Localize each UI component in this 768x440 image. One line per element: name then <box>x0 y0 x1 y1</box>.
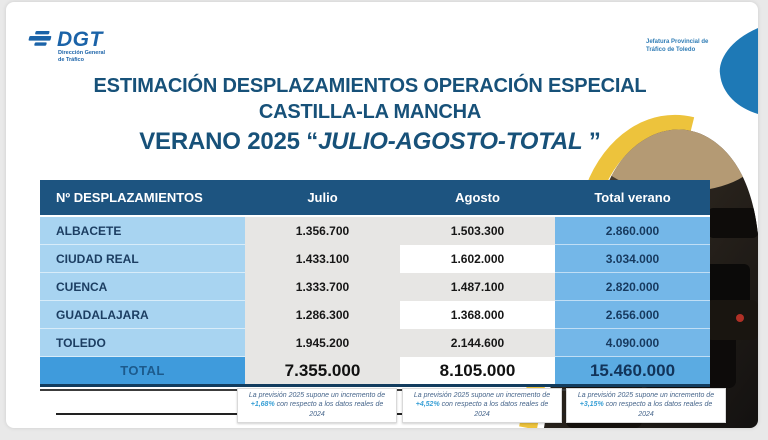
total-row-total: 15.460.000 <box>555 357 710 384</box>
footnote-total-verano: La previsión 2025 supone un incremento d… <box>566 388 726 424</box>
col-header-desplazamientos: Nº DESPLAZAMIENTOS <box>40 180 245 217</box>
title-line-3: VERANO 2025 “JULIO-AGOSTO-TOTAL ” <box>139 128 601 156</box>
row-albacete-total: 2.860.000 <box>555 217 710 245</box>
row-albacete-julio: 1.356.700 <box>245 217 400 245</box>
row-ciudad-real-total: 3.034.000 <box>555 245 710 273</box>
footnote-julio: La previsión 2025 supone un incremento d… <box>237 388 397 424</box>
row-albacete-agosto: 1.503.300 <box>400 217 555 245</box>
row-guadalajara-julio: 1.286.300 <box>245 301 400 329</box>
row-ciudad-real-julio: 1.433.100 <box>245 245 400 273</box>
slide-title: ESTIMACIÓN DESPLAZAMIENTOS OPERACIÓN ESP… <box>60 74 680 157</box>
title-line-2: CASTILLA-LA MANCHA <box>258 100 482 123</box>
row-cuenca-total: 2.820.000 <box>555 273 710 301</box>
total-row-agosto: 8.105.000 <box>400 357 555 384</box>
row-guadalajara-total: 2.656.000 <box>555 301 710 329</box>
title-line-1: ESTIMACIÓN DESPLAZAMIENTOS OPERACIÓN ESP… <box>93 75 647 97</box>
row-ciudad-real-agosto: 1.602.000 <box>400 245 555 273</box>
total-row-julio: 7.355.000 <box>245 357 400 384</box>
dgt-logo-subtitle: Dirección General de Tráfico <box>58 50 106 63</box>
row-guadalajara-name: GUADALAJARA <box>40 301 245 329</box>
row-cuenca-julio: 1.333.700 <box>245 273 400 301</box>
row-guadalajara-agosto: 1.368.000 <box>400 301 555 329</box>
row-ciudad-real-name: CIUDAD REAL <box>40 245 245 273</box>
row-albacete-name: ALBACETE <box>40 217 245 245</box>
footnote-julio-percent: +1,68% <box>250 401 275 409</box>
row-cuenca-name: CUENCA <box>40 273 245 301</box>
dgt-logo-text: DGT <box>57 28 103 51</box>
row-toledo-julio: 1.945.200 <box>245 329 400 357</box>
col-header-julio: Julio <box>245 180 400 217</box>
dgt-logo: DGT Dirección General de Tráfico <box>28 28 105 63</box>
col-header-total-verano: Total verano <box>555 180 710 217</box>
row-toledo-agosto: 2.144.600 <box>400 329 555 357</box>
footnote-agosto: La previsión 2025 supone un incremento d… <box>402 388 562 424</box>
corner-blue-blob <box>719 28 758 114</box>
table-bottom-rule-1 <box>40 384 710 387</box>
footnote-total-percent: +3,15% <box>579 401 604 409</box>
total-row-label: TOTAL <box>40 357 245 384</box>
trips-table: Nº DESPLAZAMIENTOS Julio Agosto Total ve… <box>40 180 710 391</box>
row-cuenca-agosto: 1.487.100 <box>400 273 555 301</box>
row-toledo-name: TOLEDO <box>40 329 245 357</box>
footnote-agosto-percent: +4,52% <box>415 401 440 409</box>
row-toledo-total: 4.090.000 <box>555 329 710 357</box>
jefatura-label: Jefatura Provincial de Tráfico de Toledo <box>646 39 709 54</box>
slide: DGT Dirección General de Tráfico Jefatur… <box>6 2 758 428</box>
dgt-logo-icon <box>28 31 52 46</box>
col-header-agosto: Agosto <box>400 180 555 217</box>
